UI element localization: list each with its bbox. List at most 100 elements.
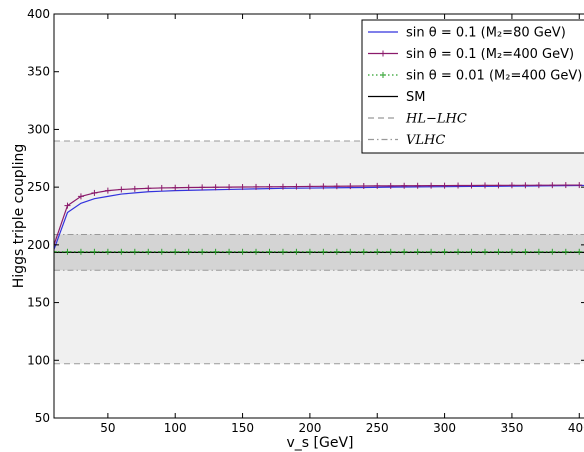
series-1-point: [401, 182, 408, 189]
y-tick-label: 200: [27, 238, 50, 252]
series-2-point: [320, 248, 327, 255]
legend-label: VLHC: [406, 133, 445, 148]
series-2-point: [91, 248, 98, 255]
series-2-point: [428, 248, 435, 255]
x-tick-label: 50: [100, 421, 115, 435]
series-1-point: [77, 193, 84, 200]
series-1-point: [360, 182, 367, 189]
series-2-point: [212, 248, 219, 255]
series-1-point: [253, 183, 260, 190]
series-1-point: [508, 182, 515, 189]
x-tick-label: 400: [568, 421, 584, 435]
legend-entry: sin θ = 0.1 (M₂=400 GeV): [368, 47, 574, 62]
legend-label: sin θ = 0.1 (M₂=400 GeV): [406, 47, 574, 62]
series-2-point: [387, 248, 394, 255]
x-tick-label: 250: [366, 421, 389, 435]
series-2-point: [253, 248, 260, 255]
legend-entry: SM: [368, 90, 425, 105]
series-2-point: [64, 248, 71, 255]
series-2-point: [333, 248, 340, 255]
series-2-point: [239, 248, 246, 255]
y-axis-label: Higgs triple coupling: [11, 144, 27, 288]
series-1-point: [212, 184, 219, 191]
legend-entry: HL−LHC: [368, 112, 467, 127]
series-1-point: [279, 183, 286, 190]
series-1-point: [441, 182, 448, 189]
series-2-point: [495, 248, 502, 255]
series-2-point: [172, 248, 179, 255]
legend-entry: VLHC: [368, 133, 445, 148]
legend-box: [361, 19, 584, 154]
series-1-point: [468, 182, 475, 189]
series-1-point: [293, 183, 300, 190]
x-tick-label: 200: [298, 421, 321, 435]
series-1-point: [562, 182, 569, 189]
series-2-point: [145, 248, 152, 255]
y-tick-label: 150: [27, 296, 50, 310]
series-1-point: [481, 182, 488, 189]
series-2-point: [293, 248, 300, 255]
y-tick-label: 250: [27, 180, 50, 194]
series-1-point: [320, 183, 327, 190]
series-2-point: [77, 248, 84, 255]
series-2-point: [131, 248, 138, 255]
series-1-point: [145, 185, 152, 192]
series-2-point: [279, 248, 286, 255]
series-1-point: [266, 183, 273, 190]
x-tick-label: 350: [500, 421, 523, 435]
series-1-point: [158, 184, 165, 191]
y-tick-label: 300: [27, 122, 50, 136]
y-tick-label: 350: [27, 65, 50, 79]
series-1-point: [576, 182, 583, 189]
series-2-point: [347, 248, 354, 255]
series-1-point: [199, 184, 206, 191]
series-2-point: [54, 248, 57, 255]
plot-frame: [53, 13, 584, 419]
legend-label: HL−LHC: [405, 112, 467, 127]
series-2-point: [185, 248, 192, 255]
axes: [53, 13, 584, 419]
y-tick-label: 400: [27, 7, 50, 21]
series-2-point: [468, 248, 475, 255]
y-tick-label: 50: [35, 411, 50, 425]
series-2-point: [455, 248, 462, 255]
series-2-point: [118, 248, 125, 255]
series-1-point: [226, 184, 233, 191]
series-1-point: [347, 183, 354, 190]
series-2-point: [414, 248, 421, 255]
series-2-point: [562, 248, 569, 255]
series-2-point: [158, 248, 165, 255]
series-1-point: [428, 182, 435, 189]
series-2-point: [549, 248, 556, 255]
legend-entry: sin θ = 0.01 (M₂=400 GeV): [368, 69, 582, 84]
series-1-point: [306, 183, 313, 190]
legend-label: sin θ = 0.01 (M₂=400 GeV): [406, 69, 582, 84]
series-2-point: [508, 248, 515, 255]
series-2-point: [522, 248, 529, 255]
series-1-point: [64, 202, 71, 209]
legend: sin θ = 0.1 (M₂=80 GeV) sin θ = 0.1 (M₂=4…: [361, 19, 584, 154]
series-2-point: [266, 248, 273, 255]
series-2-point: [535, 248, 542, 255]
series-2-point: [441, 248, 448, 255]
series-1-point: [333, 183, 340, 190]
legend-label: sin θ = 0.1 (M₂=80 GeV): [406, 26, 566, 41]
legend-entry: sin θ = 0.1 (M₂=80 GeV): [368, 26, 566, 41]
series-2-point: [104, 248, 111, 255]
series-2-point: [576, 248, 583, 255]
x-tick-label: 150: [231, 421, 254, 435]
series-1-point: [131, 185, 138, 192]
x-axis-label: v_s [GeV]: [287, 435, 354, 451]
series-1-point: [535, 182, 542, 189]
series-1-point: [549, 182, 556, 189]
series-1-point: [455, 182, 462, 189]
series-1-line: [54, 184, 580, 246]
series-2-point: [481, 248, 488, 255]
tick-marks: 50 100 150 200 250 300 350 400 50 100 150 200 250 300…: [27, 7, 584, 435]
series-2-point: [226, 248, 233, 255]
series-1-point: [185, 184, 192, 191]
series-1-point: [495, 182, 502, 189]
x-tick-label: 300: [433, 421, 456, 435]
y-tick-label: 100: [27, 353, 50, 367]
